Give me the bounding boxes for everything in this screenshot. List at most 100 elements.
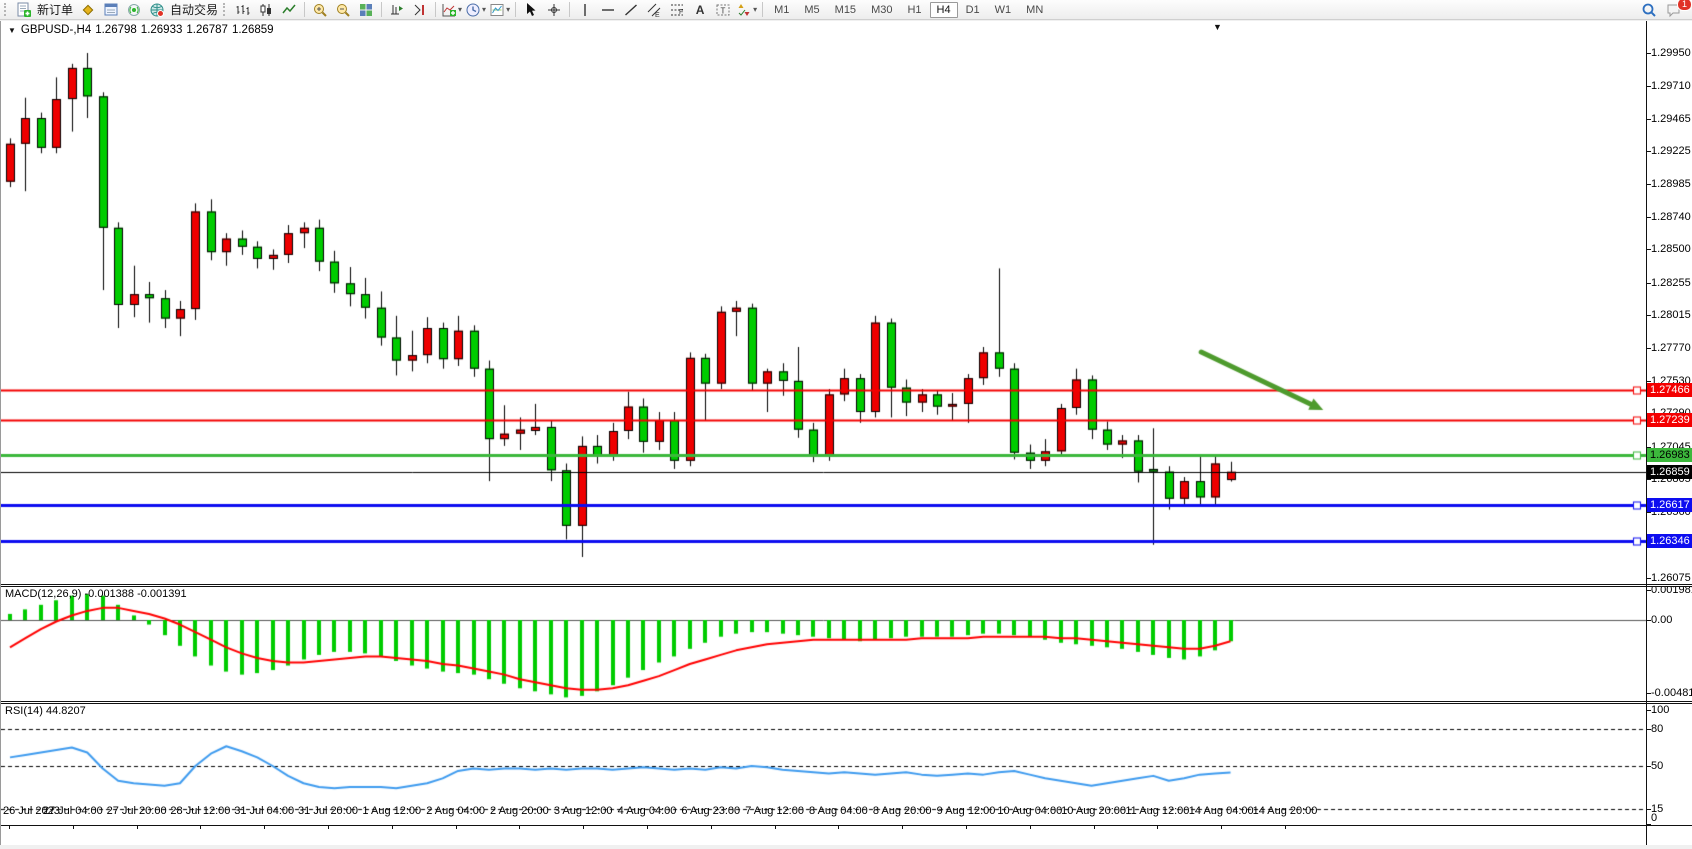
toolbar-grip[interactable] xyxy=(223,3,228,16)
main-chart-canvas[interactable] xyxy=(1,21,1646,584)
clock-icon xyxy=(466,3,480,16)
search-button[interactable] xyxy=(1638,1,1660,19)
timeframe-button-d1[interactable]: D1 xyxy=(965,3,980,16)
price-tick-mark xyxy=(1646,183,1651,185)
bar-chart-button[interactable] xyxy=(232,1,254,19)
toolbar: 新订单 自动交易 xyxy=(0,0,1692,20)
price-tick-label: 1.26075 xyxy=(1651,572,1691,584)
macd-tick-mark xyxy=(1646,692,1651,694)
rsi-tick-mark xyxy=(1646,824,1651,825)
chart-menu-icon[interactable]: ▼ xyxy=(8,26,16,35)
price-tick-label: 1.29225 xyxy=(1651,145,1691,158)
gold-diamond-icon xyxy=(82,4,94,15)
rsi-tick-mark xyxy=(1646,710,1651,711)
time-tick-mark xyxy=(710,825,712,829)
chevron-down-icon: ▾ xyxy=(482,5,487,14)
candlestick-chart-button[interactable] xyxy=(255,1,277,19)
macd-canvas[interactable] xyxy=(1,586,1646,701)
timeframe-button-w1[interactable]: W1 xyxy=(994,3,1012,16)
templates-button[interactable]: ▾ xyxy=(488,1,511,19)
time-tick-mark xyxy=(647,825,648,829)
time-tick-label: 31 Jul 20:00 xyxy=(298,805,358,817)
rsi-canvas[interactable] xyxy=(1,703,1646,825)
time-tick-mark xyxy=(1285,825,1286,829)
time-tick-mark xyxy=(1093,825,1095,829)
time-tick-label: 1 Aug 12:00 xyxy=(362,805,422,817)
toolbar-grip[interactable] xyxy=(4,3,9,16)
vertical-line-tool-button[interactable] xyxy=(574,1,596,19)
macd-pane-splitter[interactable] xyxy=(1,584,1692,587)
svg-text:F: F xyxy=(679,9,683,16)
rsi-tick-label: 50 xyxy=(1651,760,1664,772)
chevron-down-icon: ▾ xyxy=(506,5,511,14)
market-watch-button[interactable] xyxy=(77,1,99,19)
navigator-button[interactable] xyxy=(123,1,145,19)
time-tick-label: 2 Aug 04:00 xyxy=(426,805,485,817)
line-chart-button[interactable] xyxy=(278,1,300,19)
data-window-icon xyxy=(104,3,118,15)
auto-scroll-button[interactable] xyxy=(386,1,408,19)
horizontal-line-tool-button[interactable] xyxy=(597,1,619,19)
price-tick-mark xyxy=(1646,53,1651,54)
hline-price-label-support: 1.26617 xyxy=(1647,497,1692,512)
periods-button[interactable]: ▾ xyxy=(464,1,487,19)
trendline-tool-button[interactable] xyxy=(620,1,642,19)
text-tool-button[interactable]: A xyxy=(689,1,711,19)
price-tick-label: 1.28015 xyxy=(1651,309,1691,322)
timeframe-button-m15[interactable]: M15 xyxy=(834,3,857,16)
text-label-tool-button[interactable]: T xyxy=(712,1,734,19)
crosshair-tool-button[interactable] xyxy=(543,1,565,19)
price-tick-mark xyxy=(1646,282,1651,284)
time-tick-label: 2 Aug 20:00 xyxy=(490,805,549,817)
price-tick-mark xyxy=(1646,348,1651,350)
equidistant-channel-tool-button[interactable]: E xyxy=(643,1,665,19)
timeframe-button-mn[interactable]: MN xyxy=(1026,3,1044,16)
timeframe-button-m30[interactable]: M30 xyxy=(871,3,893,16)
search-icon xyxy=(1642,3,1656,17)
indicators-button[interactable]: ▾ xyxy=(440,1,463,19)
rsi-tick-label: 0 xyxy=(1651,812,1658,824)
candlestick-icon xyxy=(260,3,272,16)
price-tick-label: 1.28985 xyxy=(1651,177,1691,190)
chart-shift-marker[interactable]: ▼ xyxy=(1213,22,1222,32)
timeframe-button-h1[interactable]: H1 xyxy=(907,3,922,16)
macd-tick-mark xyxy=(1646,620,1651,621)
time-tick-label: 28 Jul 12:00 xyxy=(170,805,231,817)
trendline-icon xyxy=(625,3,638,16)
time-tick-label: 6 Aug 23:00 xyxy=(681,805,741,817)
time-tick-mark xyxy=(966,825,967,829)
rsi-tick-mark xyxy=(1646,809,1651,811)
zoom-out-button[interactable] xyxy=(332,1,354,19)
autotrading-label[interactable]: 自动交易 xyxy=(170,3,219,17)
timeframe-button-h4[interactable]: H4 xyxy=(929,1,958,18)
price-tick-mark xyxy=(1646,151,1651,153)
timeframe-button-m1[interactable]: M1 xyxy=(774,3,790,16)
notifications-button[interactable]: 1 xyxy=(1664,0,1692,19)
new-order-button[interactable] xyxy=(13,1,35,19)
auto-scroll-icon xyxy=(391,4,404,14)
price-tick-mark xyxy=(1646,315,1651,317)
tile-windows-button[interactable] xyxy=(355,1,377,19)
chart-shift-button[interactable] xyxy=(409,1,431,19)
window-edge xyxy=(0,845,1692,849)
price-tick-mark xyxy=(1646,380,1651,382)
new-order-label[interactable]: 新订单 xyxy=(37,3,74,17)
cursor-tool-button[interactable] xyxy=(520,1,542,19)
price-tick-mark xyxy=(1646,446,1651,448)
rsi-pane-splitter[interactable] xyxy=(1,701,1692,704)
autotrading-button[interactable] xyxy=(146,1,168,19)
ohlc-close: 1.26859 xyxy=(231,24,274,36)
arrows-tool-button[interactable]: ▾ xyxy=(735,1,758,19)
time-tick-mark xyxy=(1157,825,1159,829)
price-tick-label: 1.28255 xyxy=(1651,276,1691,289)
zoom-in-icon xyxy=(314,3,327,17)
zoom-in-button[interactable] xyxy=(309,1,331,19)
fibonacci-tool-button[interactable]: F xyxy=(666,1,688,19)
data-window-button[interactable] xyxy=(100,1,122,19)
rsi-pane-header: RSI(14) 44.8207 xyxy=(5,705,86,717)
chart-shift-icon xyxy=(414,4,425,15)
time-tick-label: 11 Aug 12:00 xyxy=(1125,805,1190,817)
timeframe-button-m5[interactable]: M5 xyxy=(804,3,820,16)
time-tick-mark xyxy=(774,825,776,829)
ohlc-low: 1.26787 xyxy=(186,24,228,36)
